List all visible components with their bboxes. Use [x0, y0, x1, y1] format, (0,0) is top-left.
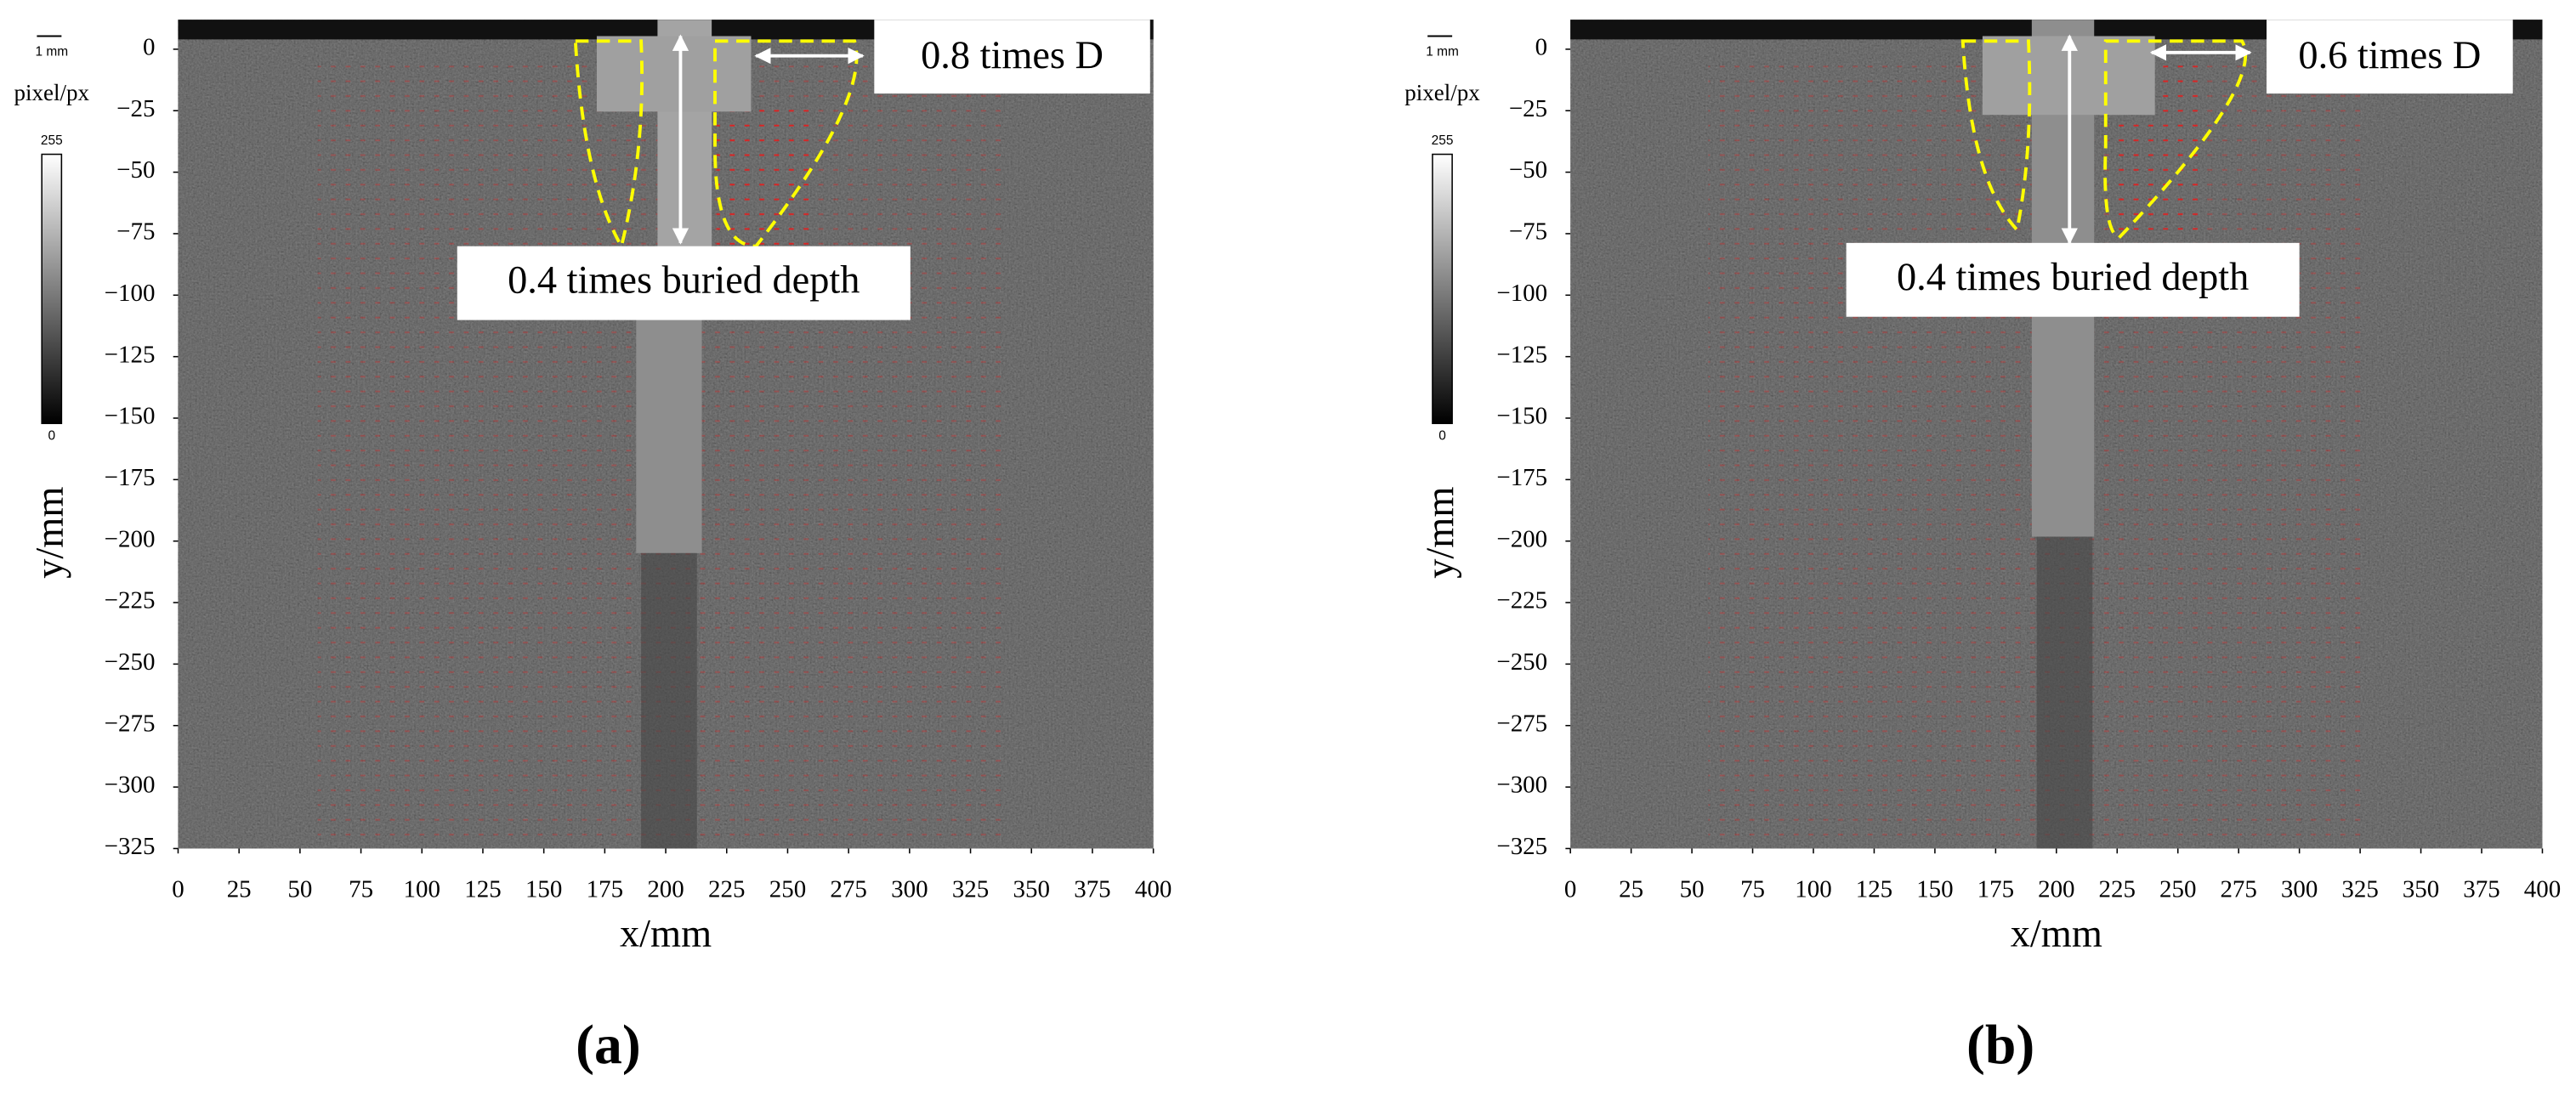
x-axis-label: x/mm [2011, 912, 2102, 955]
y-tick-label: −225 [1496, 587, 1547, 614]
x-tick-label: 250 [769, 875, 806, 903]
x-tick-label: 275 [2220, 875, 2256, 903]
x-tick-label: 50 [287, 875, 312, 903]
x-tick-label: 300 [2281, 875, 2318, 903]
y-tick-label: −175 [105, 464, 156, 491]
panel-image: 0.8 times D 0.4 times buried depth [178, 20, 1154, 849]
x-tick-label: 225 [2099, 875, 2136, 903]
annotation: 0.6 times D [2298, 34, 2481, 77]
x-tick-label: 200 [2038, 875, 2074, 903]
y-tick-label: −50 [116, 156, 155, 184]
x-tick-label: 25 [1619, 875, 1643, 903]
x-tick-label: 275 [830, 875, 866, 903]
colorbar-min: 0 [48, 429, 55, 444]
y-tick-label: −250 [105, 648, 156, 676]
x-tick-label: 375 [1074, 875, 1110, 903]
colorbar-min: 0 [1438, 429, 1446, 444]
x-tick-label: 75 [1740, 875, 1765, 903]
colorbar-max: 255 [41, 133, 63, 148]
x-tick-label: 150 [525, 875, 562, 903]
y-tick-label: −325 [1496, 833, 1547, 860]
panel-label: (b) [1966, 1014, 2034, 1076]
y-tick-label: −25 [1509, 95, 1547, 122]
x-tick-label: 150 [1916, 875, 1953, 903]
panel-image: 0.6 times D 0.4 times buried depth [1570, 20, 2543, 849]
y-tick-label: −125 [1496, 341, 1547, 368]
y-tick-label: −75 [1509, 218, 1547, 246]
annotation: 0.4 times buried depth [508, 259, 860, 303]
y-tick-label: −175 [1496, 464, 1547, 491]
x-tick-label: 0 [172, 875, 184, 903]
y-tick-label: −125 [105, 341, 156, 368]
x-tick-label: 125 [1856, 875, 1892, 903]
y-tick-label: −275 [105, 710, 156, 737]
x-tick-label: 200 [647, 875, 684, 903]
y-tick-label: −275 [1496, 710, 1547, 737]
colorbar-max: 255 [1432, 133, 1454, 148]
y-axis-label: y/mm [28, 487, 71, 579]
scale-label: 1 mm [1426, 45, 1459, 59]
colorbar [1432, 153, 1453, 425]
annotation: 0.4 times buried depth [1897, 256, 2249, 299]
colorbar [41, 153, 63, 425]
x-tick-label: 400 [2524, 875, 2561, 903]
y-tick-label: −200 [105, 525, 156, 552]
y-tick-label: −150 [1496, 403, 1547, 430]
y-tick-label: −225 [105, 587, 156, 614]
y-tick-label: −325 [105, 833, 156, 860]
panel-label: (a) [576, 1014, 641, 1076]
x-tick-label: 325 [2341, 875, 2378, 903]
y-tick-label: −100 [1496, 280, 1547, 307]
y-tick-label: −25 [116, 95, 155, 122]
x-tick-label: 225 [708, 875, 745, 903]
x-tick-label: 400 [1135, 875, 1172, 903]
x-tick-label: 350 [2403, 875, 2439, 903]
x-tick-label: 100 [1795, 875, 1831, 903]
colorbar-label: pixel/px [1404, 80, 1480, 105]
x-tick-label: 0 [1564, 875, 1576, 903]
y-tick-label: −250 [1496, 648, 1547, 676]
y-tick-label: −300 [105, 772, 156, 799]
y-tick-label: 0 [143, 34, 155, 61]
y-axis-label: y/mm [1419, 487, 1462, 579]
x-tick-label: 375 [2463, 875, 2499, 903]
y-tick-label: −100 [105, 280, 156, 307]
scale-label: 1 mm [35, 45, 68, 59]
x-axis-label: x/mm [620, 912, 712, 955]
x-tick-label: 25 [227, 875, 252, 903]
x-tick-label: 175 [587, 875, 623, 903]
colorbar-label: pixel/px [14, 80, 90, 105]
y-tick-label: −300 [1496, 772, 1547, 799]
y-tick-label: −75 [116, 218, 155, 246]
x-tick-label: 325 [952, 875, 989, 903]
x-tick-label: 250 [2159, 875, 2196, 903]
x-tick-label: 300 [891, 875, 928, 903]
y-tick-label: −50 [1509, 156, 1547, 184]
x-tick-label: 175 [1977, 875, 2014, 903]
y-tick-label: −200 [1496, 525, 1547, 552]
x-tick-label: 75 [349, 875, 373, 903]
x-tick-label: 350 [1013, 875, 1050, 903]
y-tick-label: −150 [105, 403, 156, 430]
y-tick-label: 0 [1535, 34, 1547, 61]
x-tick-label: 100 [404, 875, 440, 903]
annotation: 0.8 times D [921, 34, 1104, 77]
x-tick-label: 125 [464, 875, 501, 903]
x-tick-label: 50 [1680, 875, 1705, 903]
